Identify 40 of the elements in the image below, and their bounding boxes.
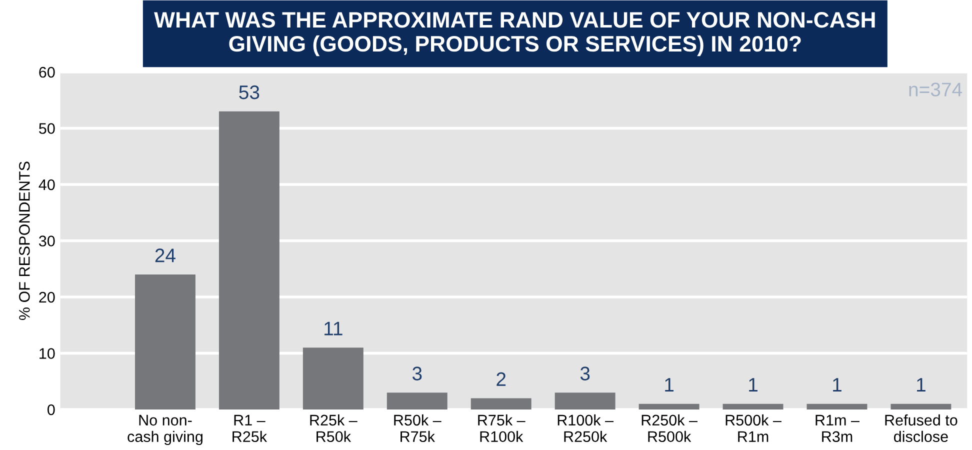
bar	[638, 404, 700, 410]
bar	[470, 398, 532, 410]
x-tick-label: Refused to disclose	[885, 414, 958, 442]
x-tick-label: R100k – R250k	[558, 414, 614, 442]
x-tick-label: R50k – R75k	[394, 414, 442, 442]
data-label: 24	[155, 248, 176, 262]
data-label: 1	[833, 378, 842, 392]
data-label: 1	[665, 378, 674, 392]
bar	[806, 404, 868, 410]
bar	[554, 392, 616, 410]
annotation: n=374	[909, 82, 962, 96]
y-tick-label: 20	[39, 292, 55, 303]
data-label: 3	[412, 366, 422, 380]
data-label: 1	[749, 378, 758, 392]
bar	[890, 404, 952, 410]
x-tick-label: R500k – R1m	[726, 414, 782, 442]
data-label: 1	[917, 378, 926, 392]
y-axis-title: % OF RESPONDENTS	[19, 162, 30, 320]
x-tick-label: R75k – R100k	[478, 414, 526, 442]
bar	[302, 348, 364, 410]
y-tick-label: 40	[38, 179, 55, 190]
bar	[386, 392, 448, 410]
x-tick-label: R1 – R25k	[232, 414, 268, 442]
data-label: 3	[580, 366, 590, 380]
y-tick-label: 60	[39, 66, 55, 78]
data-label: 53	[239, 85, 260, 100]
bar	[218, 111, 280, 410]
y-tick-label: 0	[48, 404, 55, 416]
x-tick-label: R25k – R50k	[310, 414, 358, 442]
data-label: 2	[496, 372, 506, 386]
y-tick-label: 50	[39, 123, 55, 134]
chart-title: WHAT WAS THE APPROXIMATE RAND VALUE OF YOUR NON-CASH GIVING (GOODS, PRODUCTS OR SERVICES) IN 2010?	[154, 12, 875, 56]
y-tick-label: 30	[38, 236, 55, 246]
bar	[134, 274, 196, 410]
data-label: 11	[324, 322, 342, 336]
x-tick-label: R250k – R500k	[642, 414, 698, 442]
x-tick-label: R1m – R3m	[816, 414, 860, 442]
x-tick-label: No non- cash giving	[128, 414, 202, 446]
bar	[722, 404, 784, 410]
y-tick-label: 10	[40, 348, 55, 359]
